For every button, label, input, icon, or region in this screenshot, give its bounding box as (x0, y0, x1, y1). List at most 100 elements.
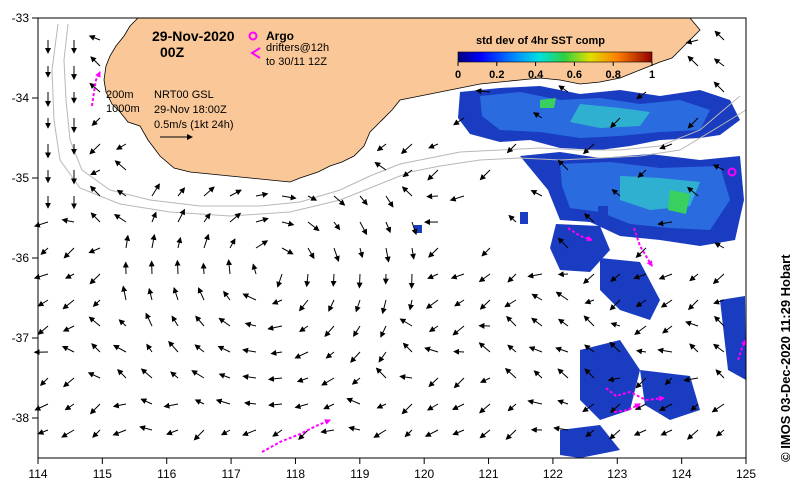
current-vector (294, 351, 309, 359)
current-vector (296, 377, 309, 383)
current-vector (689, 273, 699, 282)
current-vector (217, 345, 231, 353)
current-vector (452, 325, 465, 336)
current-vector (61, 429, 75, 438)
current-vector (428, 247, 439, 258)
current-vector (609, 429, 621, 440)
current-vector (508, 214, 517, 223)
current-vector (506, 143, 517, 154)
current-vector (323, 403, 335, 410)
current-vector (267, 324, 283, 331)
current-vector (687, 117, 699, 129)
current-vector (454, 299, 465, 307)
x-tick-label: 115 (93, 467, 112, 481)
current-vector (712, 343, 725, 353)
current-vector (220, 429, 231, 436)
current-vector (408, 299, 414, 311)
current-vector (557, 368, 569, 379)
current-vector (113, 214, 127, 223)
current-vector (276, 273, 283, 288)
current-vector (37, 299, 49, 307)
current-vector (610, 273, 621, 282)
drifter-track (567, 227, 593, 242)
current-vector (404, 429, 413, 438)
current-vector (177, 208, 185, 223)
current-vector (479, 299, 491, 310)
current-vector (659, 143, 673, 150)
contour-200m (63, 23, 741, 207)
current-vector (530, 190, 543, 197)
current-vector (124, 234, 131, 249)
current-vector (636, 348, 647, 355)
colorbar-tick-label: 0 (455, 69, 461, 81)
current-vector (453, 377, 465, 389)
current-vector (713, 315, 725, 327)
current-vector (557, 271, 569, 278)
current-vector (715, 369, 725, 379)
current-vector (271, 299, 283, 305)
current-vector (229, 238, 236, 249)
x-axis: 114 115 116 117 118 119 120 121 122 123 124 125 (28, 458, 756, 481)
current-vector (481, 247, 491, 257)
current-vector (635, 299, 647, 308)
current-vector (251, 263, 258, 275)
argo-float (727, 167, 737, 177)
current-vector (90, 212, 101, 223)
current-vector (634, 325, 647, 336)
current-vector (479, 377, 491, 383)
current-vector (532, 112, 543, 119)
current-vector (555, 346, 569, 353)
drifter-legend-label-2: to 30/11 12Z (266, 56, 327, 68)
current-vector (583, 315, 595, 327)
current-vector (320, 428, 335, 435)
current-vector (281, 247, 294, 255)
current-vector (88, 247, 101, 254)
current-vector (307, 195, 318, 201)
current-vector (197, 287, 205, 301)
x-tick-label: 120 (414, 467, 434, 481)
current-vector (89, 143, 101, 155)
current-vector (40, 247, 49, 255)
current-vector (203, 233, 210, 249)
current-vector (281, 194, 297, 201)
sst-std-dev-field (414, 86, 746, 458)
current-vector (426, 403, 439, 411)
current-vector (527, 272, 543, 279)
current-vector (507, 273, 517, 283)
current-vector (450, 273, 465, 280)
current-vector (191, 370, 205, 379)
current-vector (385, 221, 392, 234)
current-vector (428, 325, 439, 332)
current-vector (333, 247, 340, 262)
current-vector (163, 402, 179, 409)
current-vector (244, 400, 257, 407)
y-tick-label: -37 (12, 331, 30, 345)
current-vector (426, 193, 439, 200)
current-vector (531, 317, 543, 327)
current-vector (475, 88, 491, 95)
current-vector (409, 247, 416, 260)
product-time: 29-Nov 18:00Z (154, 104, 227, 116)
current-vector (582, 403, 595, 413)
current-vector (116, 189, 127, 197)
current-vector (635, 377, 647, 389)
current-vector (321, 377, 335, 386)
current-vector (375, 367, 387, 379)
current-vector (87, 372, 101, 379)
current-vector (506, 315, 517, 327)
argo-legend-label: Argo (266, 29, 294, 43)
current-vector (333, 195, 346, 206)
current-vector (89, 185, 101, 197)
current-vector (505, 429, 517, 440)
current-vector (373, 429, 387, 438)
current-vector (268, 401, 283, 408)
current-vector (177, 187, 186, 197)
current-vector (507, 344, 517, 353)
current-vector (400, 143, 413, 155)
y-tick-label: -35 (12, 171, 30, 185)
current-vector (88, 35, 101, 41)
current-vector (402, 169, 413, 178)
current-vector (384, 247, 391, 263)
current-vector (91, 117, 101, 126)
current-vector (88, 316, 101, 327)
